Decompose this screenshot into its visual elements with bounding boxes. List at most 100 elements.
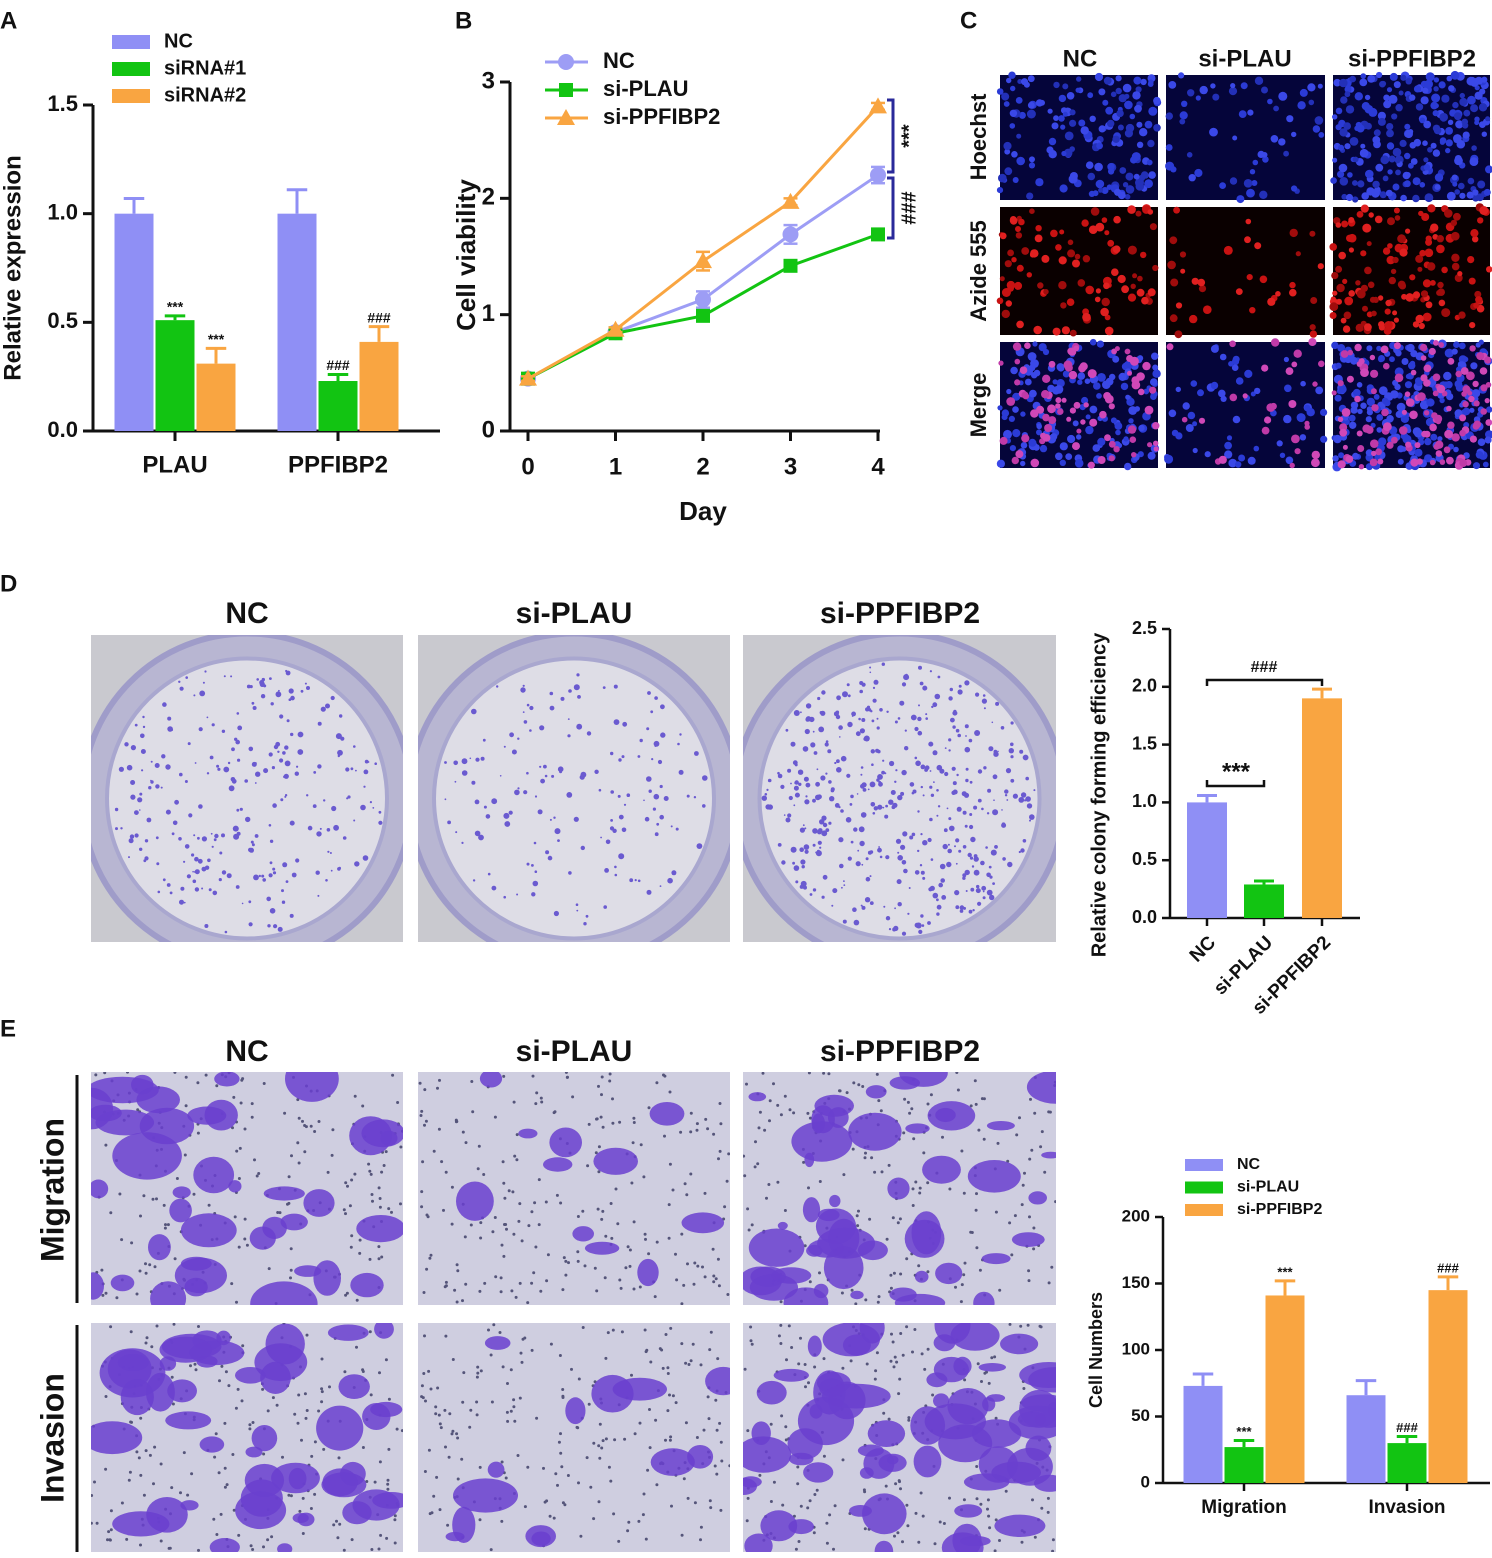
- image-texture: [1335, 107, 1343, 115]
- image-texture: [1018, 218, 1025, 226]
- pore: [377, 1547, 381, 1551]
- pore: [666, 1366, 670, 1370]
- pore: [969, 1104, 973, 1108]
- image-texture: [1454, 156, 1463, 166]
- image-texture: [1362, 424, 1371, 433]
- image-texture: [1245, 218, 1252, 225]
- colony: [870, 749, 875, 754]
- colony: [821, 830, 828, 837]
- pore: [517, 1219, 521, 1223]
- legend-label: siRNA#2: [164, 84, 246, 106]
- cell-blob: [487, 1461, 505, 1478]
- pore: [901, 1540, 904, 1544]
- image-texture: [1474, 120, 1480, 126]
- image-texture: [1148, 171, 1156, 179]
- image-texture: [1219, 353, 1227, 361]
- pore: [765, 1196, 768, 1200]
- pore: [478, 1518, 482, 1522]
- image-texture: [1125, 185, 1135, 194]
- colony: [989, 894, 995, 901]
- image-texture: [1067, 249, 1076, 258]
- colony: [947, 848, 952, 854]
- colony: [955, 905, 960, 910]
- cell-blob: [823, 1246, 864, 1290]
- pore: [728, 1464, 730, 1468]
- colony: [828, 780, 832, 784]
- pore: [954, 1285, 957, 1289]
- image-texture: [1415, 314, 1424, 324]
- pore: [683, 1182, 687, 1186]
- pore: [144, 1341, 148, 1345]
- image-texture: [1261, 364, 1269, 372]
- image-texture: [1026, 272, 1033, 278]
- colony: [815, 850, 822, 857]
- y-axis-label: Relative colony forming efficiency: [1088, 632, 1110, 957]
- pore: [512, 1405, 516, 1409]
- pore: [368, 1257, 372, 1261]
- image-texture: [1001, 409, 1010, 417]
- image-texture: [1341, 193, 1348, 200]
- pore: [436, 1086, 439, 1090]
- pore: [779, 1323, 783, 1327]
- pore: [377, 1257, 381, 1261]
- colony: [929, 817, 933, 822]
- image-texture: [1010, 85, 1016, 92]
- image-texture: [1373, 181, 1379, 188]
- pore: [715, 1472, 719, 1476]
- colony: [936, 912, 940, 916]
- pore: [235, 1149, 239, 1153]
- colony: [911, 791, 915, 795]
- image-texture: [1165, 144, 1173, 151]
- colony: [330, 695, 335, 701]
- pore: [1019, 1324, 1023, 1328]
- pore: [530, 1281, 534, 1285]
- colony: [567, 734, 571, 738]
- pore: [962, 1191, 966, 1195]
- pore: [861, 1085, 865, 1088]
- pore: [320, 1357, 324, 1361]
- image-texture: [999, 436, 1008, 445]
- colony: [660, 704, 665, 710]
- image-texture: [1117, 274, 1126, 284]
- pore: [276, 1211, 280, 1214]
- image-texture: [1295, 251, 1301, 257]
- pore: [594, 1151, 598, 1155]
- colony: [929, 770, 932, 772]
- image-texture: [1235, 288, 1243, 295]
- image-texture: [1103, 392, 1111, 400]
- image-texture: [1466, 191, 1474, 199]
- colony: [197, 858, 203, 864]
- pore: [975, 1497, 979, 1501]
- cell-blob: [193, 1156, 235, 1194]
- pore: [370, 1193, 374, 1196]
- image-texture: [1448, 85, 1455, 92]
- colony: [869, 666, 872, 669]
- pore: [371, 1199, 374, 1203]
- colony: [237, 725, 243, 731]
- pore: [535, 1416, 539, 1420]
- pore: [454, 1118, 458, 1122]
- colony: [821, 895, 825, 899]
- colony: [860, 766, 864, 769]
- pore: [215, 1533, 219, 1536]
- colony: [362, 855, 369, 861]
- pore: [507, 1189, 511, 1193]
- pore: [493, 1115, 497, 1119]
- pore: [153, 1265, 157, 1269]
- image-texture: [1252, 159, 1259, 166]
- image-texture: [1077, 279, 1086, 287]
- colony: [134, 723, 138, 727]
- pore: [365, 1480, 369, 1483]
- image-texture: [1469, 435, 1477, 443]
- colony: [983, 766, 987, 770]
- image-texture: [1344, 296, 1354, 306]
- colony: [656, 822, 660, 826]
- cell-blob: [260, 1361, 291, 1394]
- pore: [931, 1393, 935, 1397]
- pore: [423, 1088, 427, 1092]
- image-panel: [91, 635, 403, 942]
- colony: [162, 878, 166, 882]
- image-texture: [1084, 378, 1091, 385]
- image-texture: [1347, 233, 1357, 243]
- image-texture: [1410, 458, 1419, 467]
